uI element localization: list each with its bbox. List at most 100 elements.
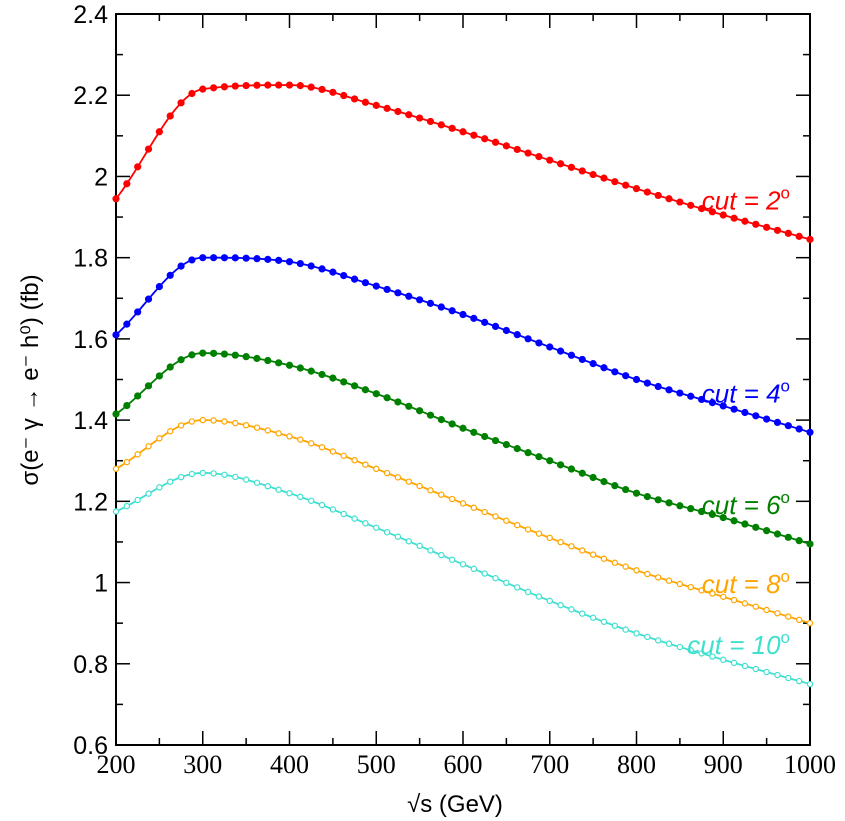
data-point [166,112,174,120]
data-point [264,482,272,490]
data-point [134,451,141,458]
data-point [275,81,283,89]
data-point [535,453,543,461]
data-point [535,339,543,347]
data-point [730,659,738,667]
data-point [340,452,347,459]
data-point [806,540,814,548]
data-point [351,515,358,522]
data-point [188,351,196,359]
data-point [697,205,706,213]
data-point [296,82,304,90]
data-point [416,407,424,415]
data-point [600,555,608,562]
data-point [806,235,814,243]
y-tick-label: 1.4 [73,407,108,435]
data-point [611,482,619,490]
data-point [568,543,575,550]
data-point [676,389,684,397]
data-point [687,201,695,209]
data-point [112,195,120,203]
data-point [567,465,576,473]
data-point [427,487,434,494]
data-point [654,191,662,200]
data-point [502,441,510,449]
data-point [285,258,294,266]
data-point [741,662,749,670]
data-point [459,310,467,319]
data-point [589,170,597,179]
data-point [264,255,272,263]
data-point [297,436,304,443]
data-point [112,410,120,418]
data-point [470,428,478,436]
data-point [394,398,402,406]
series-group [112,81,814,688]
data-point [741,217,749,225]
data-point [785,613,792,620]
data-point [676,643,684,651]
data-point [134,392,142,400]
data-point [763,606,770,614]
data-point [524,449,532,457]
data-point [643,493,651,501]
series-label: cut = 8o [702,567,790,599]
data-point [437,303,445,311]
data-point [806,680,814,688]
data-point [697,395,706,404]
data-point [774,610,781,617]
data-point [166,271,174,279]
series-label: cut = 6o [702,488,790,520]
data-point [806,619,814,627]
data-point [806,428,814,436]
data-point [665,640,673,647]
data-point [350,382,359,390]
data-point [253,479,261,486]
data-point [296,259,304,268]
data-point [589,551,597,558]
data-point [134,308,142,316]
data-point [709,590,716,597]
data-point [448,124,456,132]
data-point [155,128,163,136]
series-5 [112,469,814,688]
data-point [350,95,359,103]
data-point [752,665,759,673]
plot-area [115,13,811,746]
x-tick-label: 700 [530,750,569,779]
data-point [231,254,239,262]
data-point [199,469,206,477]
data-point [361,279,370,287]
data-point [481,570,488,577]
data-point [275,256,283,264]
data-point [708,399,717,407]
data-point [361,98,370,106]
data-point [383,394,391,402]
data-point [720,656,727,663]
data-point [209,349,218,357]
data-point [491,436,500,445]
data-point [600,618,608,625]
data-point [383,104,391,112]
data-point [719,211,727,219]
data-point [600,478,608,486]
data-point [123,320,131,328]
data-point [188,470,196,478]
data-point [416,114,424,122]
x-tick-label: 300 [183,750,222,779]
data-point [513,331,521,339]
data-point [524,335,532,343]
data-point [568,606,575,613]
data-point [383,529,391,536]
x-axis-title: √s (GeV) [407,791,503,818]
data-point [730,596,738,604]
data-point [470,504,478,511]
data-point [351,456,358,464]
data-point [296,364,304,372]
data-point [730,405,738,413]
data-point [513,145,521,154]
data-point [611,178,619,186]
data-point [253,354,261,363]
data-point [557,538,564,546]
